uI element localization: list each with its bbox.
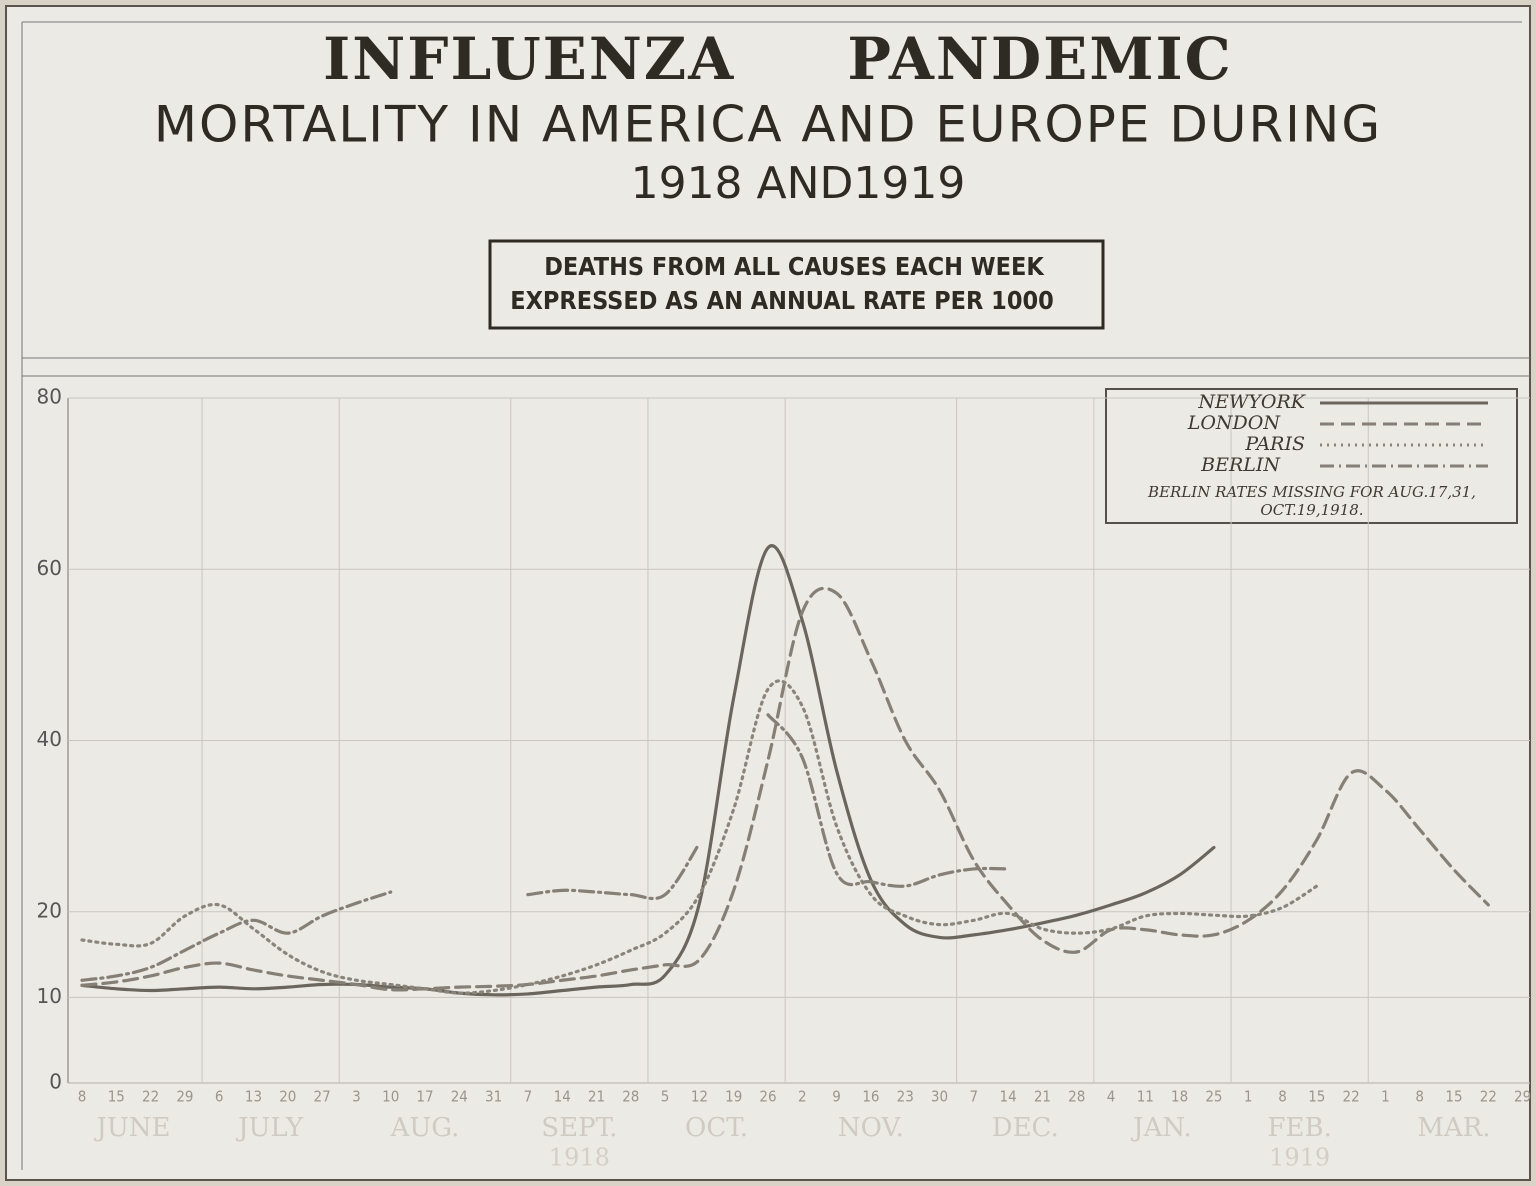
legend-note: OCT.19,1918. xyxy=(1260,501,1363,519)
x-tick-label: 8 xyxy=(1278,1088,1287,1106)
x-tick-label: 15 xyxy=(1445,1088,1462,1106)
x-tick-label: 31 xyxy=(485,1088,502,1106)
x-tick-label: 6 xyxy=(215,1088,224,1106)
measure-box xyxy=(488,239,1105,330)
x-tick-label: 25 xyxy=(1205,1088,1222,1106)
x-tick-label: 1 xyxy=(1244,1088,1253,1106)
month-label: JAN. xyxy=(1130,1113,1192,1143)
x-tick-label: 17 xyxy=(416,1088,433,1106)
x-tick-label: 4 xyxy=(1107,1088,1116,1106)
month-label: OCT. xyxy=(685,1113,748,1143)
x-tick-label: 21 xyxy=(588,1088,605,1106)
y-tick-label: 20 xyxy=(37,898,62,922)
y-tick-label: 10 xyxy=(37,984,62,1008)
y-tick-label: 80 xyxy=(37,385,62,409)
legend-label: LONDON xyxy=(1187,412,1282,434)
chart-subtitle: 1918 AND1919 xyxy=(631,158,966,209)
x-tick-label: 9 xyxy=(832,1088,841,1106)
month-label: FEB. xyxy=(1267,1113,1331,1143)
x-tick-label: 7 xyxy=(524,1088,533,1106)
y-tick-label: 0 xyxy=(49,1070,62,1094)
x-tick-label: 5 xyxy=(661,1088,670,1106)
x-tick-label: 3 xyxy=(352,1088,361,1106)
month-label: AUG. xyxy=(390,1113,460,1143)
month-label: MAR. xyxy=(1417,1113,1490,1143)
x-tick-label: 2 xyxy=(798,1088,807,1106)
x-tick-label: 19 xyxy=(725,1088,742,1106)
month-label: NOV. xyxy=(838,1113,904,1143)
x-tick-label: 14 xyxy=(554,1088,571,1106)
series-line xyxy=(80,586,1490,992)
x-tick-label: 22 xyxy=(1480,1088,1497,1106)
month-label: DEC. xyxy=(992,1113,1059,1143)
x-tick-label: 14 xyxy=(1000,1088,1017,1106)
x-tick-label: 30 xyxy=(931,1088,948,1106)
series-line xyxy=(80,544,1216,997)
y-tick-label: 60 xyxy=(37,556,62,580)
x-tick-label: 20 xyxy=(279,1088,296,1106)
x-tick-label: 18 xyxy=(1171,1088,1188,1106)
x-tick-label: 15 xyxy=(108,1088,125,1106)
x-tick-label: 10 xyxy=(382,1088,399,1106)
x-tick-label: 24 xyxy=(451,1088,468,1106)
year-label: 1919 xyxy=(1269,1144,1330,1172)
x-tick-label: 26 xyxy=(759,1088,776,1106)
year-label: 1918 xyxy=(549,1144,610,1172)
legend-label: PARIS xyxy=(1244,433,1305,455)
series-line xyxy=(526,841,701,901)
x-tick-label: 28 xyxy=(1068,1088,1085,1106)
x-tick-label: 27 xyxy=(314,1088,331,1106)
chart-subtitle: MORTALITY IN AMERICA AND EUROPE DURING xyxy=(154,96,1382,154)
series-line xyxy=(80,890,393,982)
x-tick-label: 8 xyxy=(78,1088,87,1106)
x-tick-label: 22 xyxy=(1343,1088,1360,1106)
legend-label: NEWYORK xyxy=(1197,391,1306,413)
x-tick-label: 11 xyxy=(1137,1088,1154,1106)
series-line xyxy=(80,679,1319,995)
x-tick-label: 22 xyxy=(142,1088,159,1106)
month-label: SEPT. xyxy=(541,1113,617,1143)
chart-frame xyxy=(5,5,1531,1181)
chart-title: INFLUENZA PANDEMIC xyxy=(323,25,1233,93)
x-tick-label: 13 xyxy=(245,1088,262,1106)
x-tick-label: 28 xyxy=(622,1088,639,1106)
measure-text: DEATHS FROM ALL CAUSES EACH WEEK xyxy=(544,252,1045,281)
legend-label: BERLIN xyxy=(1200,454,1281,476)
x-tick-label: 23 xyxy=(897,1088,914,1106)
x-tick-label: 29 xyxy=(176,1088,193,1106)
y-tick-label: 40 xyxy=(37,727,62,751)
x-tick-label: 1 xyxy=(1381,1088,1390,1106)
x-tick-label: 8 xyxy=(1415,1088,1424,1106)
x-tick-label: 29 xyxy=(1514,1088,1531,1106)
x-tick-label: 7 xyxy=(970,1088,979,1106)
series-line xyxy=(766,713,1010,888)
x-tick-label: 16 xyxy=(862,1088,879,1106)
measure-text: EXPRESSED AS AN ANNUAL RATE PER 1000 xyxy=(510,286,1054,315)
x-tick-label: 15 xyxy=(1308,1088,1325,1106)
x-tick-label: 21 xyxy=(1034,1088,1051,1106)
month-label: JULY xyxy=(235,1113,304,1143)
legend-note: BERLIN RATES MISSING FOR AUG.17,31, xyxy=(1147,483,1476,501)
x-tick-label: 12 xyxy=(691,1088,708,1106)
legend-box xyxy=(1105,388,1518,524)
month-label: JUNE xyxy=(93,1113,170,1143)
